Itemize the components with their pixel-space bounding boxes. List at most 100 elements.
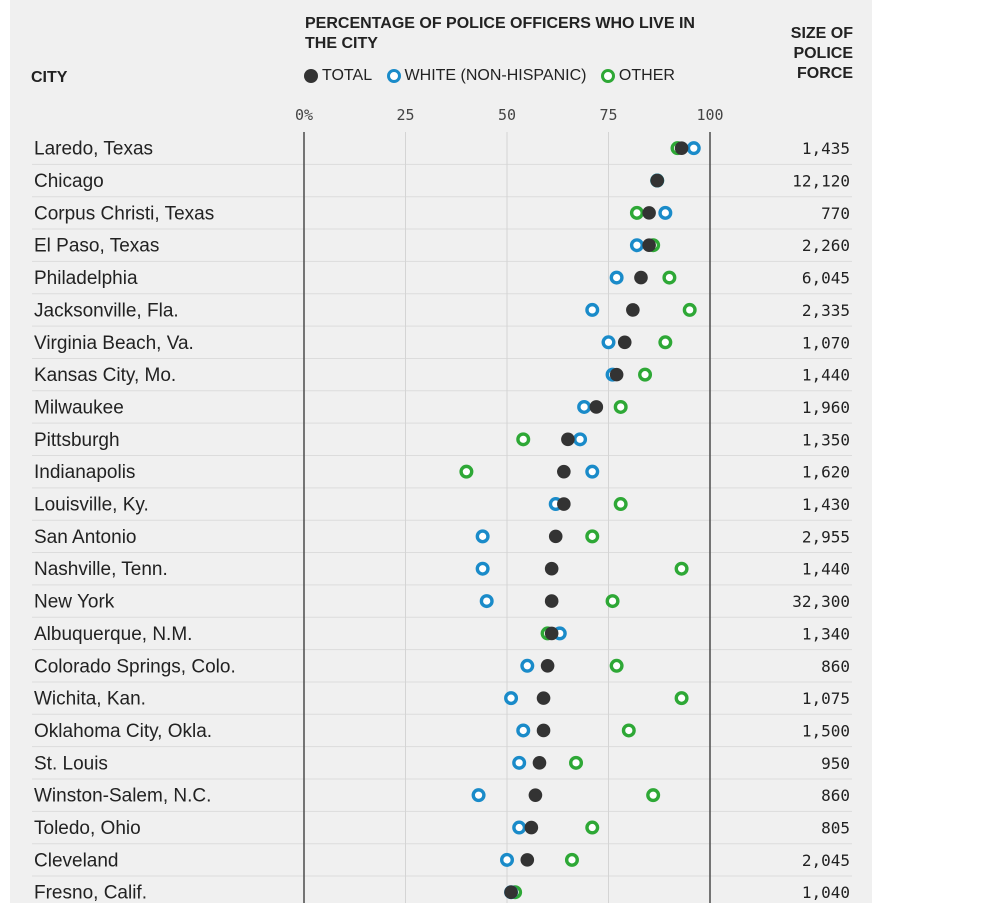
white-point	[585, 302, 600, 317]
other-ring-icon	[600, 69, 615, 83]
x-tick-label: 50	[498, 106, 516, 124]
white-point	[601, 335, 616, 350]
white-ring-icon	[386, 69, 401, 83]
other-point	[638, 367, 653, 382]
legend-total-label: TOTAL	[322, 67, 373, 84]
white-point	[585, 464, 600, 479]
city-column-header: CITY	[31, 69, 68, 86]
total-point	[544, 594, 559, 608]
total-point	[544, 626, 559, 641]
other-point	[585, 820, 600, 835]
total-point	[626, 303, 640, 317]
city-label: San Antonio	[34, 527, 136, 548]
force-value: 2,335	[802, 301, 850, 320]
force-column-header: SIZE OF POLICE FORCE	[790, 25, 853, 82]
x-tick-label: 100	[696, 106, 723, 124]
other-point	[646, 788, 661, 803]
force-value: 950	[821, 754, 850, 773]
force-value: 1,960	[802, 398, 850, 417]
total-point	[548, 529, 563, 544]
force-value: 1,430	[802, 495, 850, 514]
white-point	[512, 755, 527, 770]
city-label: Winston-Salem, N.C.	[34, 786, 211, 807]
other-point	[613, 399, 628, 414]
force-value: 1,435	[802, 139, 850, 158]
city-label: Colorado Springs, Colo.	[34, 656, 236, 677]
city-label: Virginia Beach, Va.	[34, 333, 194, 354]
white-point	[479, 594, 494, 609]
x-tick-label: 75	[599, 106, 617, 124]
other-point	[674, 691, 689, 706]
total-point	[540, 658, 555, 673]
white-point	[573, 432, 588, 447]
city-label: Nashville, Tenn.	[34, 559, 168, 580]
force-value: 2,955	[802, 527, 850, 546]
force-value: 1,440	[802, 560, 850, 579]
total-point	[674, 141, 689, 155]
chart-title: PERCENTAGE OF POLICE OFFICERS WHO LIVE I…	[305, 15, 695, 52]
total-point	[532, 756, 547, 770]
white-point	[471, 788, 486, 803]
total-point	[589, 400, 604, 414]
total-point	[561, 432, 575, 447]
white-point	[512, 820, 527, 835]
other-point	[658, 335, 673, 350]
city-label: Louisville, Ky.	[34, 495, 149, 516]
force-value: 32,300	[792, 592, 850, 611]
city-label: Oklahoma City, Okla.	[34, 721, 212, 742]
force-value: 860	[821, 657, 850, 676]
legend-white-label: WHITE (NON-HISPANIC)	[404, 67, 587, 84]
white-point	[629, 238, 644, 253]
white-point	[577, 399, 592, 414]
other-point	[564, 852, 579, 867]
total-point	[609, 367, 624, 382]
total-point	[557, 464, 571, 479]
force-value: 1,440	[802, 366, 850, 385]
force-value: 1,070	[802, 333, 850, 352]
other-point	[609, 658, 624, 673]
force-value: 6,045	[802, 269, 850, 288]
city-label: Toledo, Ohio	[34, 818, 141, 839]
force-value: 1,500	[802, 721, 850, 740]
other-point	[605, 594, 620, 609]
white-point	[516, 723, 531, 738]
city-label: Kansas City, Mo.	[34, 365, 176, 386]
city-label: St. Louis	[34, 753, 108, 774]
city-label: Chicago	[34, 171, 104, 192]
white-point	[475, 529, 490, 544]
total-dot-icon	[304, 69, 318, 83]
total-point	[557, 497, 571, 511]
other-point	[516, 432, 531, 447]
other-point	[662, 270, 677, 285]
legend: TOTAL WHITE (NON-HISPANIC) OTHER	[304, 67, 685, 87]
total-point	[536, 723, 551, 738]
force-value: 1,040	[802, 883, 850, 902]
white-point	[475, 561, 490, 576]
legend-white: WHITE (NON-HISPANIC)	[386, 67, 587, 85]
other-point	[569, 755, 584, 770]
city-label: Wichita, Kan.	[34, 689, 146, 710]
other-point	[674, 561, 689, 576]
white-point	[500, 852, 515, 867]
city-label: Albuquerque, N.M.	[34, 624, 192, 645]
force-value: 1,350	[802, 430, 850, 449]
other-point	[613, 497, 628, 512]
legend-other-label: OTHER	[618, 67, 675, 84]
other-point	[629, 205, 644, 220]
total-point	[634, 270, 648, 285]
force-value: 1,620	[802, 463, 850, 482]
total-point	[617, 335, 632, 350]
chart-panel	[10, 0, 872, 903]
force-value: 1,075	[802, 689, 850, 708]
other-point	[585, 529, 600, 544]
city-label: Milwaukee	[34, 397, 124, 418]
other-point	[621, 723, 636, 738]
city-label: Indianapolis	[34, 462, 135, 483]
legend-other: OTHER	[600, 67, 675, 85]
other-point	[682, 302, 697, 317]
x-tick-label: 0%	[295, 106, 313, 124]
total-point	[650, 173, 665, 188]
total-point	[544, 561, 559, 576]
total-point	[642, 206, 656, 220]
